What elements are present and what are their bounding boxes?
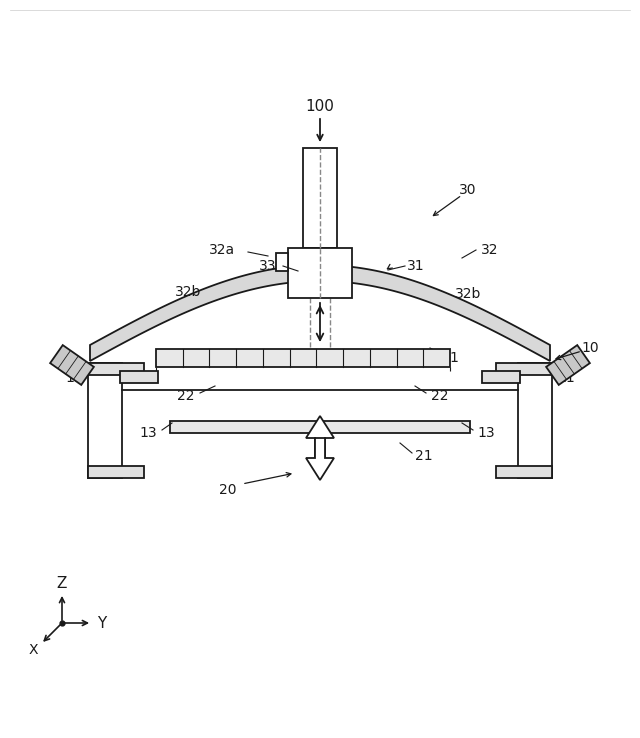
Text: Y: Y (97, 615, 107, 630)
Bar (482, 371, 520, 383)
Text: 13: 13 (139, 426, 157, 440)
Text: 11: 11 (65, 371, 83, 385)
Text: 32b: 32b (175, 285, 201, 299)
Bar (288, 248, 352, 298)
Bar (276, 253, 288, 271)
Text: 100: 100 (305, 98, 335, 114)
Text: 31: 31 (407, 259, 425, 273)
Text: 10: 10 (581, 341, 599, 355)
Text: X: X (28, 643, 38, 657)
Polygon shape (50, 345, 94, 385)
Text: 20: 20 (220, 483, 237, 497)
Text: 11: 11 (557, 371, 575, 385)
Bar (120, 371, 158, 383)
Polygon shape (306, 438, 334, 480)
Bar (88, 363, 122, 478)
Bar (88, 466, 144, 478)
Bar (156, 349, 450, 367)
Bar (496, 363, 552, 375)
Bar (88, 363, 144, 375)
Text: 32: 32 (481, 243, 499, 257)
Bar (496, 466, 552, 478)
Text: 22: 22 (431, 389, 449, 403)
Bar (518, 363, 552, 478)
Polygon shape (546, 345, 590, 385)
Text: 32a: 32a (209, 243, 235, 257)
Text: 21: 21 (415, 449, 433, 463)
Polygon shape (90, 265, 550, 361)
Bar (303, 148, 337, 248)
Text: 1: 1 (449, 351, 458, 365)
Text: 33: 33 (259, 259, 276, 273)
Bar (170, 421, 470, 433)
Text: 22: 22 (177, 389, 195, 403)
Text: 13: 13 (477, 426, 495, 440)
Text: Z: Z (57, 576, 67, 590)
Polygon shape (306, 416, 334, 458)
Text: 32b: 32b (455, 287, 481, 301)
Text: 30: 30 (460, 183, 477, 197)
